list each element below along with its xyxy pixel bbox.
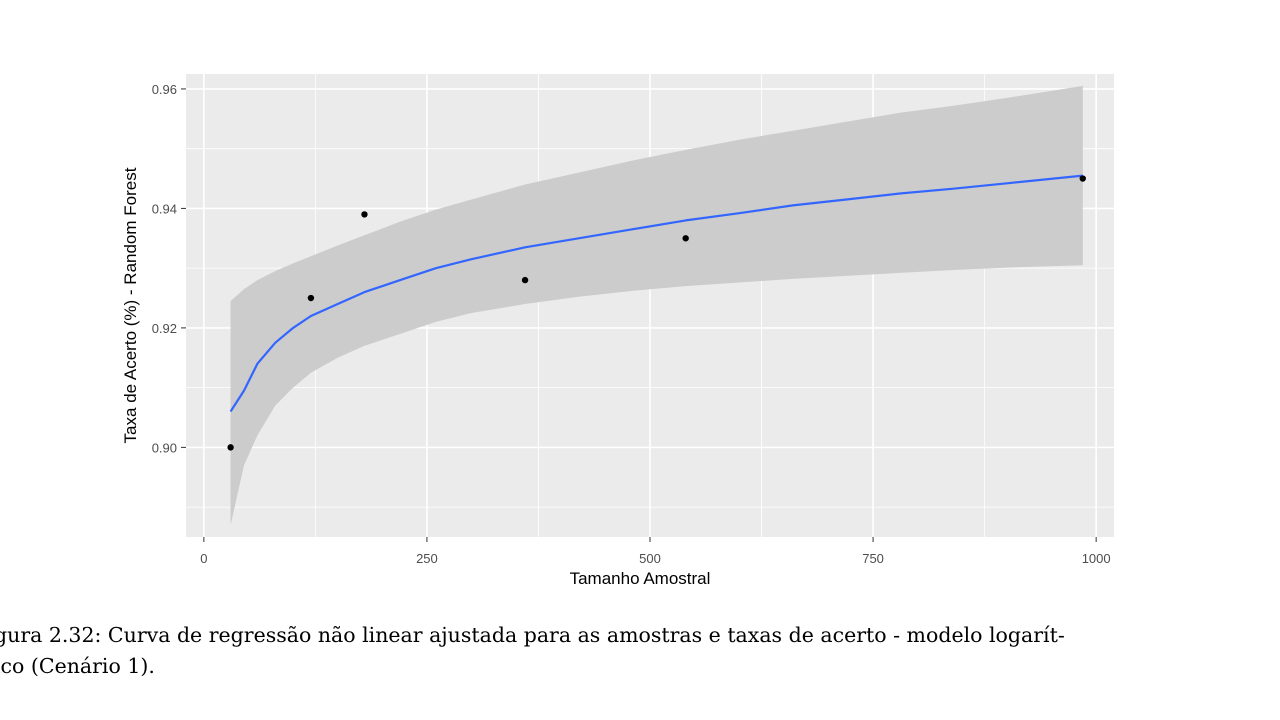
y-axis-ticks: 0.90 0.92 0.94 0.96 <box>152 82 186 455</box>
data-point <box>227 444 234 451</box>
y-tick-label: 0.92 <box>152 321 177 336</box>
figure-caption: gura 2.32: Curva de regressão não linear… <box>0 620 1280 682</box>
data-points <box>227 175 1086 451</box>
data-point <box>361 211 368 218</box>
x-tick-label: 250 <box>416 551 438 566</box>
x-tick-label: 500 <box>639 551 661 566</box>
data-point <box>682 235 689 242</box>
caption-line-2: ico (Cenário 1). <box>0 654 155 678</box>
data-point <box>521 276 529 284</box>
caption-line-1: gura 2.32: Curva de regressão não linear… <box>0 623 1065 647</box>
x-axis-ticks: 0 250 500 750 1000 <box>200 537 1111 566</box>
regression-chart: 0 250 500 750 1000 0.90 0.92 0.94 0.96 Tamanho … <box>121 74 1114 588</box>
y-tick-label: 0.90 <box>152 440 177 455</box>
data-point <box>307 294 315 302</box>
x-axis-title: Tamanho Amostral <box>570 569 711 588</box>
x-tick-label: 0 <box>200 551 207 566</box>
x-tick-label: 750 <box>862 551 884 566</box>
y-tick-label: 0.96 <box>152 82 177 97</box>
fitted-curve <box>229 174 1083 413</box>
confidence-band <box>230 85 1083 526</box>
y-tick-label: 0.94 <box>152 201 177 216</box>
data-point <box>1079 175 1086 182</box>
x-tick-label: 1000 <box>1082 551 1111 566</box>
y-axis-title: Taxa de Acerto (%) - Random Forest <box>121 167 140 443</box>
